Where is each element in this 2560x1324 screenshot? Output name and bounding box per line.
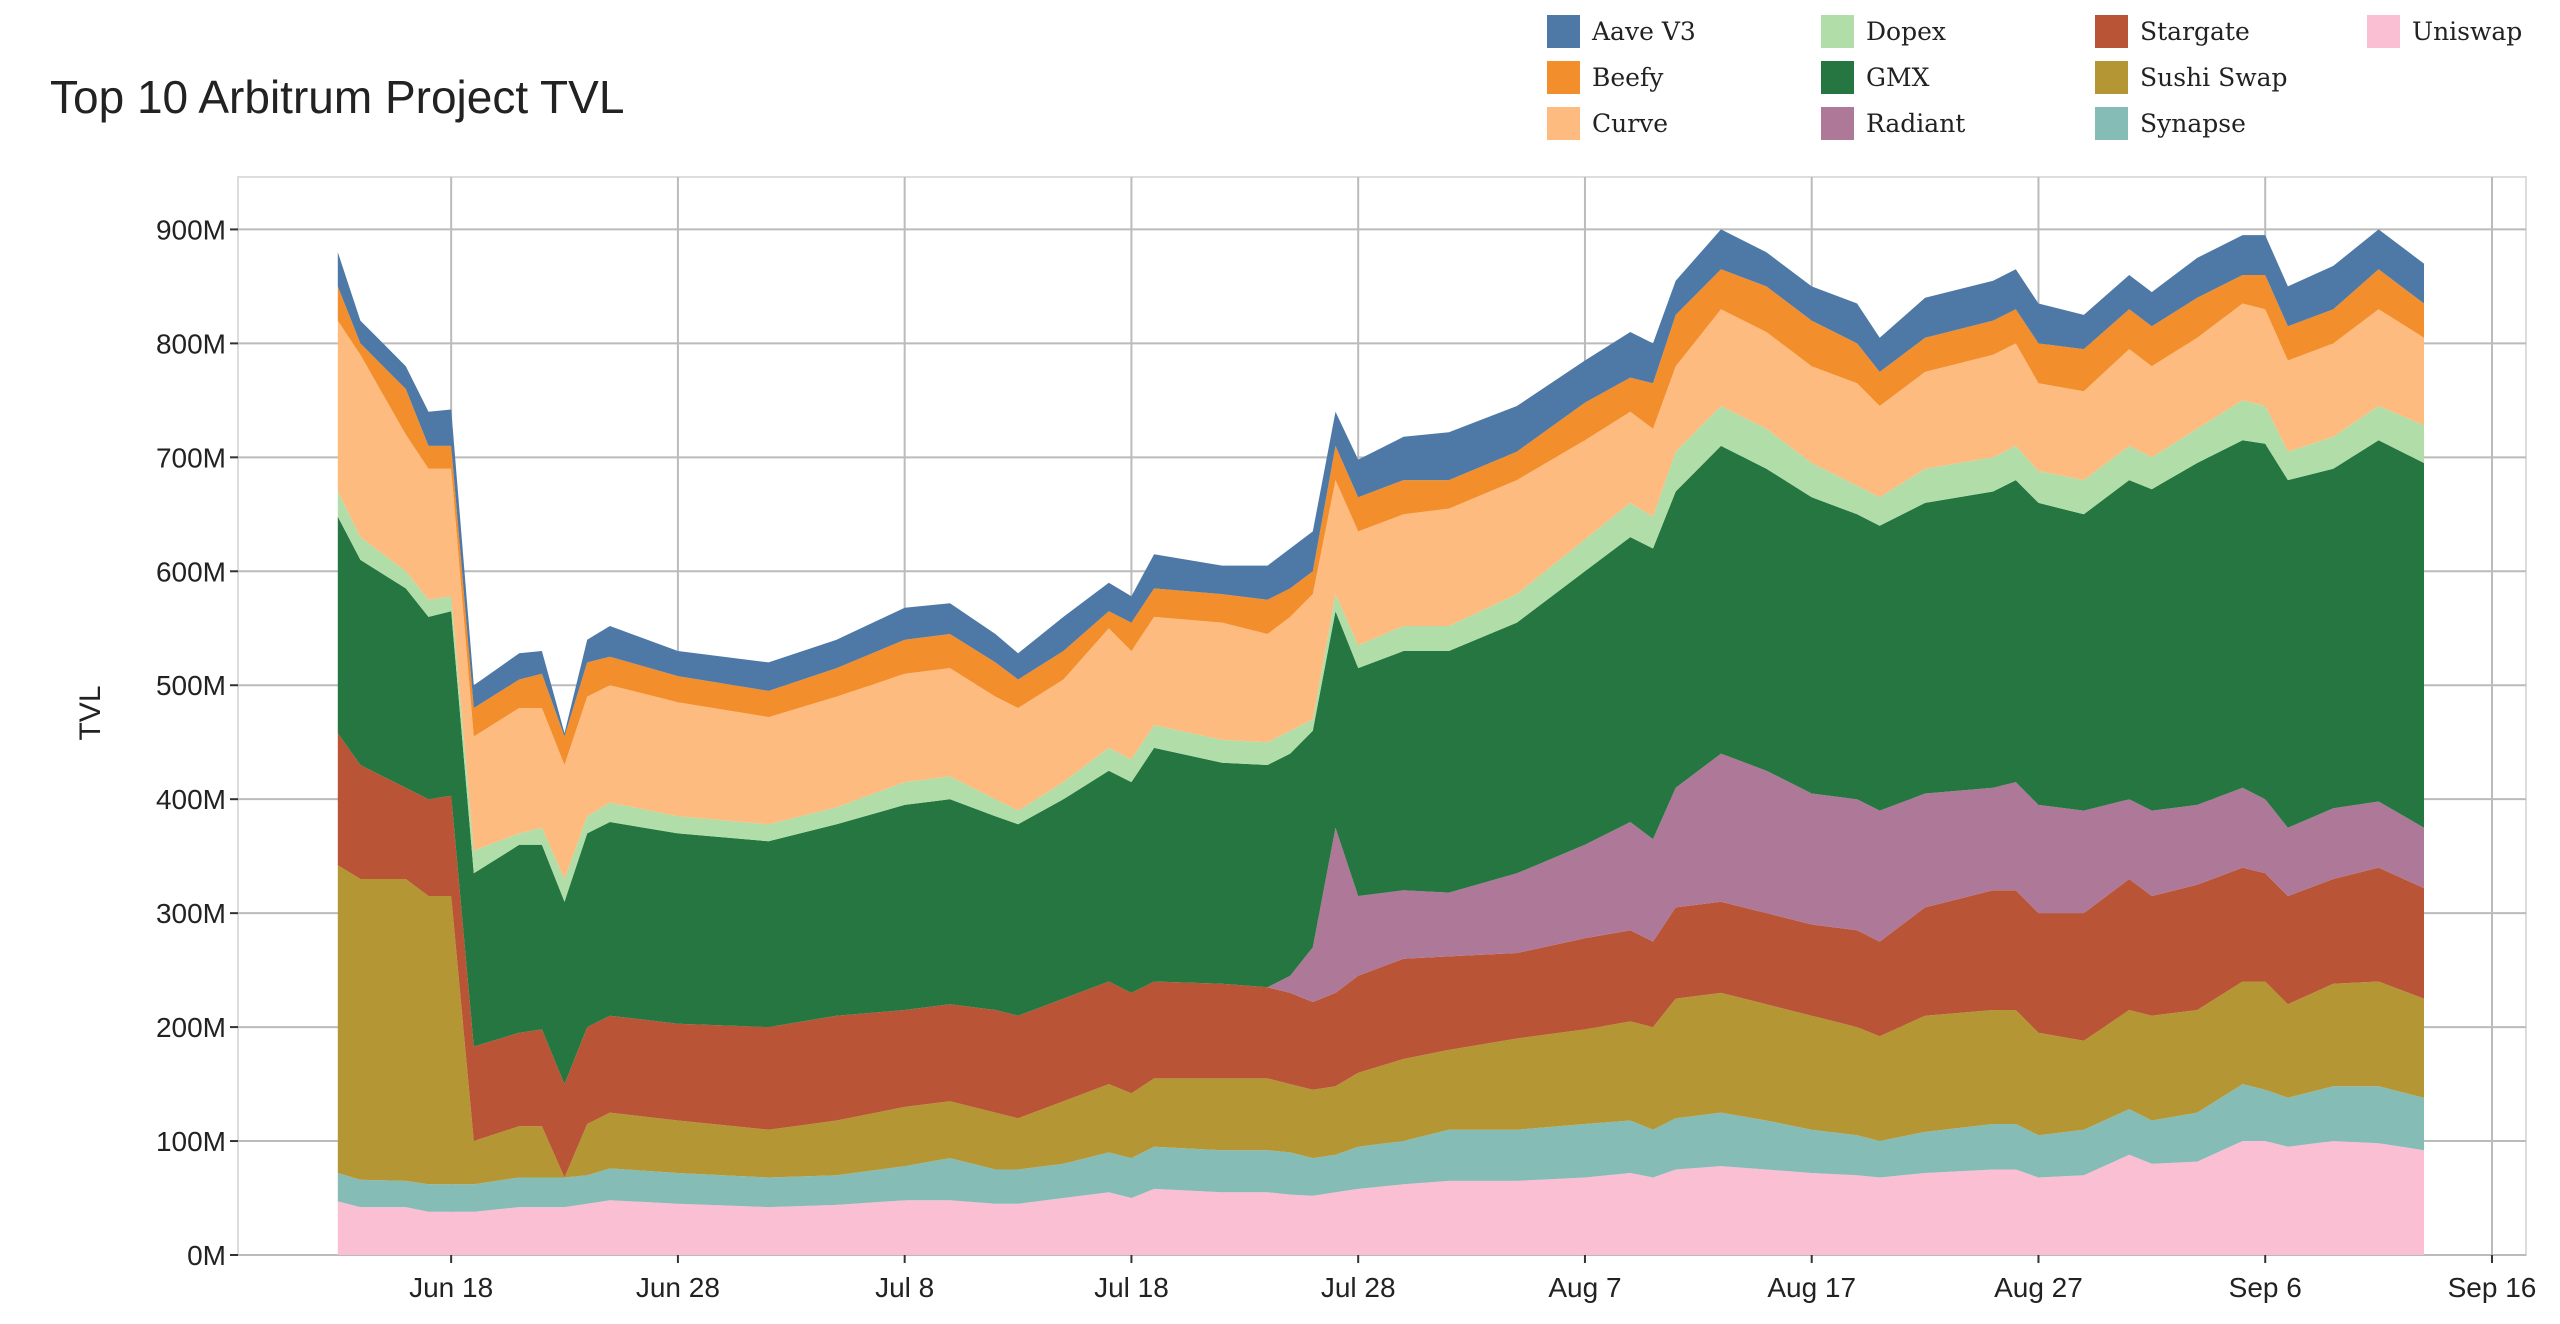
legend-label: GMX <box>1866 62 1930 92</box>
areas <box>337 229 2424 1255</box>
chart-title: Top 10 Arbitrum Project TVL <box>50 71 625 123</box>
legend-label: Sushi Swap <box>2140 62 2288 92</box>
legend-swatch <box>1547 60 1580 94</box>
x-tick-label: Jul 28 <box>1321 1272 1396 1303</box>
x-tick-label: Aug 27 <box>1994 1272 2083 1303</box>
y-tick-label: 300M <box>156 898 226 929</box>
axes: 0M 100M 200M 300M 400M 500M 600M 700M 800M 900M Ju… <box>156 214 2536 1303</box>
legend-label: Stargate <box>2140 16 2250 46</box>
y-tick-label: 400M <box>156 784 226 815</box>
legend-swatch <box>2095 106 2128 140</box>
y-tick-label: 200M <box>156 1012 226 1043</box>
legend-swatch <box>1821 14 1854 48</box>
legend-swatch <box>1821 60 1854 94</box>
area-aave-v3[interactable] <box>337 229 2424 737</box>
x-tick-label: Jun 18 <box>409 1272 493 1303</box>
area-curve[interactable] <box>337 303 2424 880</box>
legend-item-gmx[interactable]: GMX <box>1821 60 2095 94</box>
area-beefy[interactable] <box>337 269 2424 765</box>
x-tick-label: Jul 18 <box>1094 1272 1169 1303</box>
legend-swatch <box>1821 106 1854 140</box>
y-tick-label: 0M <box>187 1240 226 1271</box>
legend-item-uniswap[interactable]: Uniswap <box>2367 14 2560 48</box>
legend: Aave V3 Dopex Stargate Uniswap Beefy GMX Sushi… <box>1547 14 2560 140</box>
x-tick-label: Aug 17 <box>1767 1272 1856 1303</box>
legend-item-sushi-swap[interactable]: Sushi Swap <box>2095 60 2367 94</box>
y-tick-label: 800M <box>156 328 226 359</box>
legend-swatch <box>2367 14 2400 48</box>
legend-swatch <box>1547 106 1580 140</box>
x-tick-label: Jun 28 <box>636 1272 720 1303</box>
legend-label: Uniswap <box>2412 16 2523 46</box>
legend-label: Synapse <box>2140 108 2246 138</box>
y-tick-label: 100M <box>156 1126 226 1157</box>
legend-label: Curve <box>1592 108 1669 138</box>
legend-label: Beefy <box>1592 62 1664 92</box>
area-dopex[interactable] <box>337 400 2424 902</box>
legend-item-radiant[interactable]: Radiant <box>1821 106 2095 140</box>
legend-item-beefy[interactable]: Beefy <box>1547 60 1821 94</box>
x-tick-label: Sep 16 <box>2448 1272 2537 1303</box>
area-uniswap[interactable] <box>337 1141 2424 1255</box>
x-tick-label: Jul 8 <box>875 1272 934 1303</box>
legend-item-aave-v3[interactable]: Aave V3 <box>1547 14 1821 48</box>
area-sushi-swap[interactable] <box>337 865 2424 1185</box>
legend-swatch <box>2095 60 2128 94</box>
y-tick-label: 700M <box>156 442 226 473</box>
legend-swatch <box>2095 14 2128 48</box>
legend-item-synapse[interactable]: Synapse <box>2095 106 2367 140</box>
legend-label: Dopex <box>1866 16 1946 46</box>
y-tick-label: 500M <box>156 670 226 701</box>
legend-item-dopex[interactable]: Dopex <box>1821 14 2095 48</box>
legend-item-stargate[interactable]: Stargate <box>2095 14 2367 48</box>
y-tick-label: 900M <box>156 214 226 245</box>
area-stargate[interactable] <box>337 733 2424 1178</box>
area-gmx[interactable] <box>337 440 2424 1085</box>
x-tick-label: Sep 6 <box>2229 1272 2302 1303</box>
legend-swatch <box>1547 14 1580 48</box>
area-synapse[interactable] <box>337 1084 2424 1212</box>
area-radiant[interactable] <box>337 733 2424 1085</box>
x-tick-label: Aug 7 <box>1548 1272 1621 1303</box>
legend-label: Radiant <box>1866 108 1966 138</box>
y-tick-label: 600M <box>156 556 226 587</box>
y-axis-label: TVL <box>74 685 107 740</box>
legend-label: Aave V3 <box>1592 16 1696 46</box>
legend-item-curve[interactable]: Curve <box>1547 106 1821 140</box>
